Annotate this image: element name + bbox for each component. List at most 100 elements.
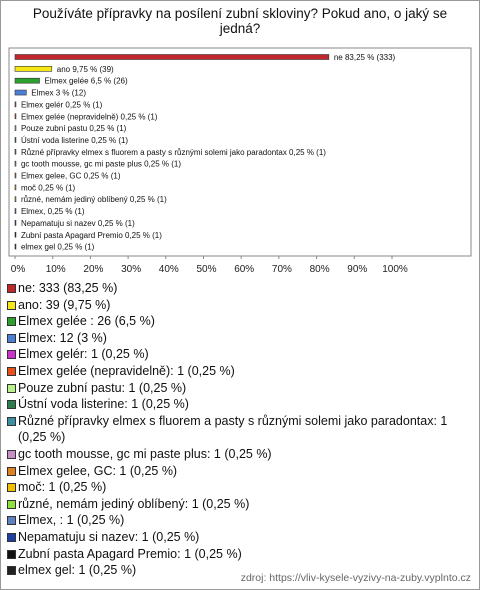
x-tick-label: 70%: [272, 264, 292, 275]
legend-item: ne: 333 (83,25 %): [7, 280, 473, 297]
bar: [14, 220, 17, 226]
x-tick-label: 100%: [382, 264, 408, 275]
x-tick-label: 90%: [347, 264, 367, 275]
bar: [14, 243, 17, 250]
legend-item: ano: 39 (9,75 %): [7, 297, 473, 314]
bar-label: Elmex gelée 6,5 % (26): [45, 77, 128, 86]
chart-title: Používáte přípravky na posílení zubní sk…: [32, 6, 448, 36]
legend-swatch: [7, 366, 16, 376]
bar-label: moč 0,25 % (1): [21, 183, 76, 192]
bar: [14, 137, 17, 143]
legend-item: Různé přípravky elmex s fluorem a pasty …: [7, 413, 473, 446]
bar-label: Elmex gelée (nepravidelně) 0,25 % (1): [21, 112, 158, 121]
bar: [14, 196, 17, 202]
bar-label: ano 9,75 % (39): [57, 65, 114, 74]
legend-label: Elmex, : 1 (0,25 %): [18, 513, 125, 528]
source: zdroj: https://vliv-kysele-vyzivy-na-zub…: [240, 572, 471, 584]
legend-swatch: [7, 566, 16, 576]
bar-label: Elmex gelee, GC 0,25 % (1): [21, 172, 121, 181]
bar: [14, 101, 17, 108]
x-tick-label: 40%: [159, 264, 179, 275]
legend-item: Elmex: 12 (3 %): [7, 330, 473, 347]
legend-label: Elmex gelee, GC: 1 (0,25 %): [18, 463, 178, 478]
legend-label: gc tooth mousse, gc mi paste plus: 1 (0,…: [18, 446, 272, 461]
legend-item: Elmex gelee, GC: 1 (0,25 %): [7, 463, 473, 480]
legend-swatch: [7, 383, 16, 393]
legend-label: Elmex gelée : 26 (6,5 %): [18, 314, 155, 329]
legend-swatch: [7, 350, 16, 360]
legend-swatch: [7, 333, 16, 343]
bar: [14, 54, 330, 60]
bar: [14, 160, 17, 167]
legend-label: Nepamatuju si nazev: 1 (0,25 %): [18, 529, 200, 544]
legend-label: Elmex gelée (nepravidelně): 1 (0,25 %): [18, 363, 235, 378]
legend-swatch: [7, 300, 16, 310]
bar-label: Elmex, 0,25 % (1): [21, 207, 85, 216]
legend-item: Elmex, : 1 (0,25 %): [7, 512, 473, 529]
x-tick-label: 30%: [121, 264, 141, 275]
bar: [14, 113, 17, 120]
bar-label: různé, nemám jediný oblíbený 0,25 % (1): [21, 195, 167, 204]
legend-label: moč: 1 (0,25 %): [18, 480, 107, 495]
bar-label: elmex gel 0,25 % (1): [21, 243, 95, 252]
legend-swatch: [7, 499, 16, 509]
legend-swatch: [7, 317, 16, 327]
bar-label: Ústní voda listerine 0,25 % (1): [21, 136, 128, 145]
legend-item: Nepamatuju si nazev: 1 (0,25 %): [7, 529, 473, 546]
x-tick-label: 10%: [46, 264, 66, 275]
legend-swatch: [7, 532, 16, 542]
x-tick-label: 20%: [83, 264, 103, 275]
bar-label: Elmex 3 % (12): [31, 89, 86, 98]
legend-swatch: [7, 483, 16, 493]
legend-label: ano: 39 (9,75 %): [18, 297, 111, 312]
legend-label: různé, nemám jediný oblíbený: 1 (0,25 %): [18, 496, 250, 511]
x-tick-label: 0%: [11, 264, 26, 275]
legend-swatch: [7, 466, 16, 476]
x-tick-label: 80%: [310, 264, 330, 275]
bar-label: Zubní pasta Apagard Premio 0,25 % (1): [21, 231, 162, 240]
x-tick-label: 60%: [234, 264, 254, 275]
legend-label: Elmex gelér: 1 (0,25 %): [18, 347, 149, 362]
bar: [14, 231, 17, 238]
bar: [14, 77, 40, 84]
bar: [14, 184, 17, 191]
bar: [14, 149, 17, 155]
legend-label: Různé přípravky elmex s fluorem a pasty …: [18, 413, 448, 445]
legend-item: gc tooth mousse, gc mi paste plus: 1 (0,…: [7, 446, 473, 463]
legend-label: Pouze zubní pastu: 1 (0,25 %): [18, 380, 187, 395]
legend-label: elmex gel: 1 (0,25 %): [18, 563, 137, 578]
bar: [14, 208, 17, 214]
legend-item: moč: 1 (0,25 %): [7, 479, 473, 496]
legend-swatch: [7, 284, 16, 293]
legend-item: Pouze zubní pastu: 1 (0,25 %): [7, 380, 473, 397]
bar: [14, 172, 17, 179]
bar: [14, 89, 27, 96]
bar-label: Různé přípravky elmex s fluorem a pasty …: [21, 148, 326, 157]
bar-label: Elmex gelér 0,25 % (1): [21, 100, 103, 109]
plot-frame: [8, 47, 472, 257]
legend-item: Elmex gelée (nepravidelně): 1 (0,25 %): [7, 363, 473, 380]
legend-swatch: [7, 516, 16, 526]
legend-item: různé, nemám jediný oblíbený: 1 (0,25 %): [7, 496, 473, 513]
legend-item: Ústní voda listerine: 1 (0,25 %): [7, 396, 473, 413]
legend-item: elmex gel: 1 (0,25 %): [7, 562, 473, 579]
legend: ne: 333 (83,25 %) ano: 39 (9,75 %) Elmex g…: [7, 280, 473, 579]
legend-swatch: [7, 549, 16, 559]
legend-label: Ústní voda listerine: 1 (0,25 %): [18, 397, 189, 412]
bar: [14, 125, 17, 131]
bar-label: Nepamatuju si nazev 0,25 % (1): [21, 219, 135, 228]
legend-swatch: [7, 416, 16, 426]
bar-label: ne 83,25 % (333): [334, 53, 396, 62]
x-tick-label: 50%: [196, 264, 216, 275]
legend-item: Elmex gelér: 1 (0,25 %): [7, 346, 473, 363]
legend-item: Zubní pasta Apagard Premio: 1 (0,25 %): [7, 546, 473, 563]
legend-label: Elmex: 12 (3 %): [18, 330, 107, 345]
bar-label: gc tooth mousse, gc mi paste plus 0,25 %…: [21, 160, 181, 169]
legend-swatch: [7, 400, 16, 410]
bar-label: Pouze zubní pastu 0,25 % (1): [21, 124, 127, 133]
legend-label: ne: 333 (83,25 %): [18, 281, 118, 295]
bar: [14, 66, 53, 72]
legend-label: Zubní pasta Apagard Premio: 1 (0,25 %): [18, 546, 242, 561]
